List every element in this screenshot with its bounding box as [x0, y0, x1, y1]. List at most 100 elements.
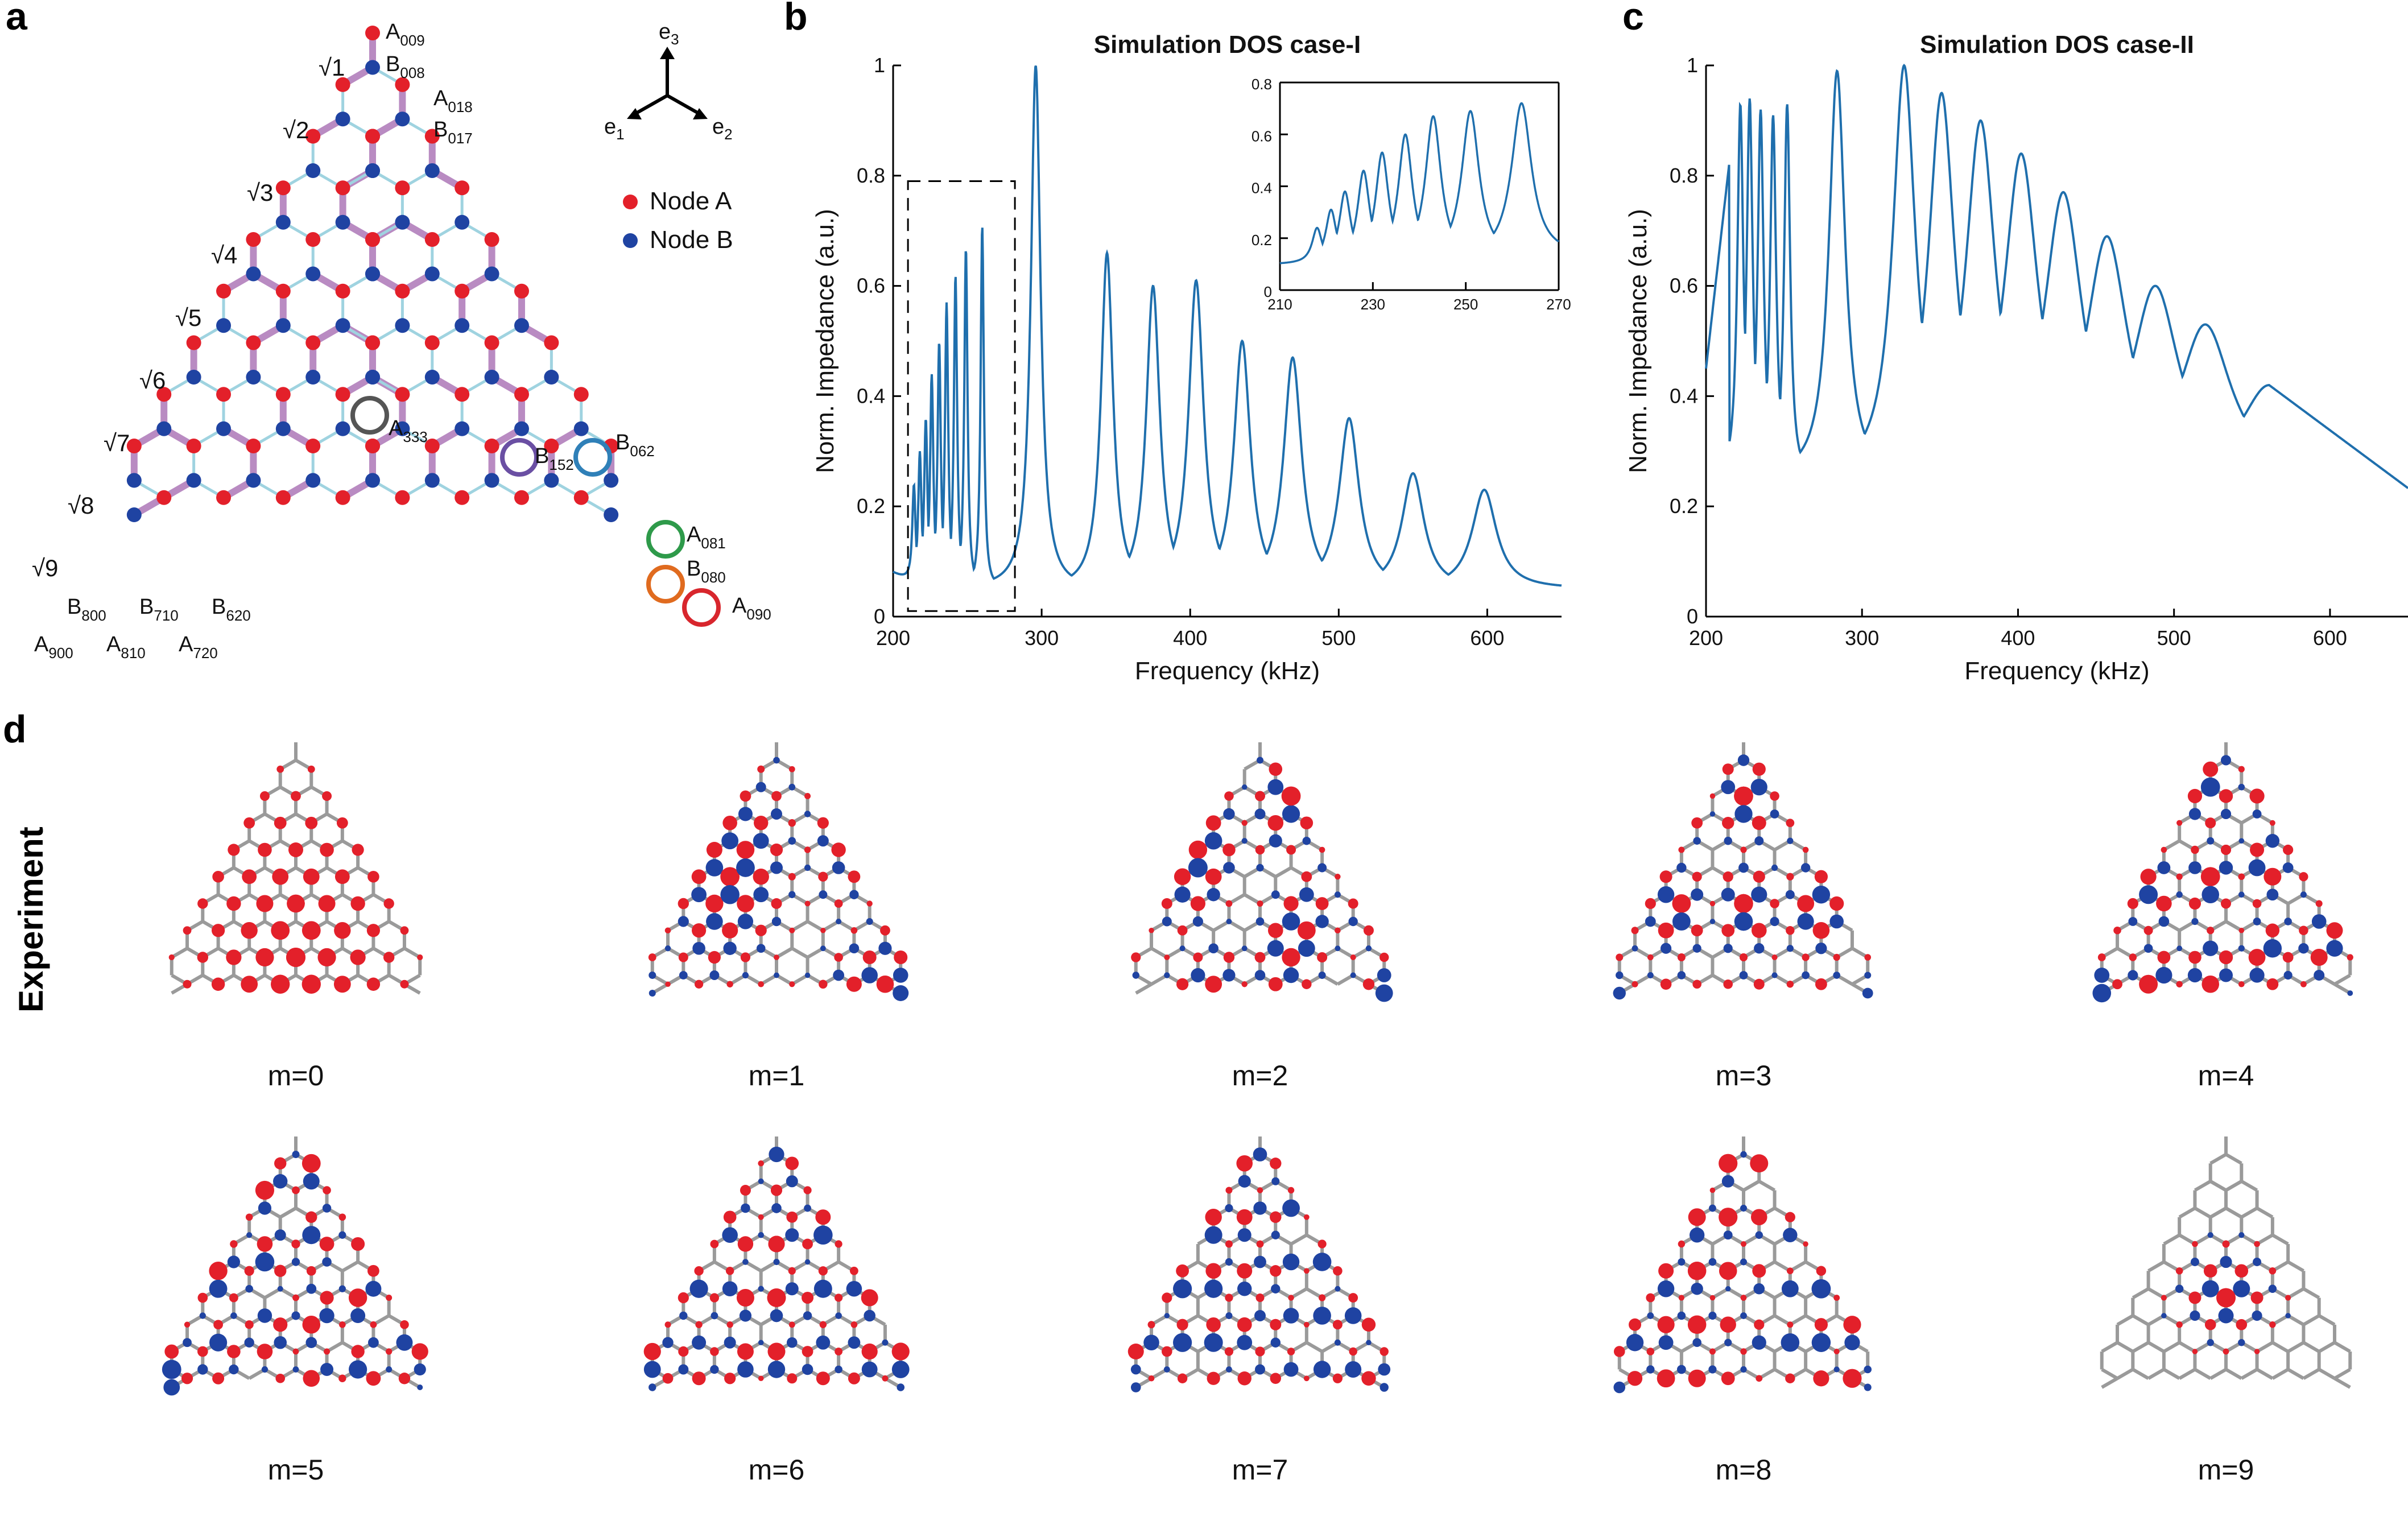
mode-node-b: [2155, 966, 2172, 984]
mode-node-a: [320, 1291, 334, 1305]
mode-node-a: [643, 1342, 661, 1361]
mode-node-b: [246, 1232, 253, 1238]
mode-node-a: [2238, 766, 2245, 772]
spectrum-line: [1279, 102, 1560, 265]
mode-node-a: [183, 980, 192, 989]
mode-node-a: [2248, 949, 2266, 966]
mode-node-a: [710, 1347, 719, 1356]
mode-node-a: [1207, 1371, 1220, 1385]
mode-bond: [791, 947, 809, 959]
mode-node-a: [287, 894, 305, 913]
mode-node-a: [1734, 894, 1753, 914]
node-b: [335, 111, 350, 127]
mode-node-a: [324, 1348, 331, 1355]
mode-node-a: [2176, 981, 2183, 987]
mode-node-a: [818, 871, 828, 882]
mode-node-b: [2175, 1284, 2184, 1293]
mode-node-a: [774, 954, 779, 960]
mode-node-a: [1753, 870, 1765, 883]
mode-node-b: [1317, 863, 1327, 873]
node-b: [365, 163, 380, 178]
mode-node-a: [383, 898, 394, 909]
mode-node-a: [2310, 949, 2328, 966]
mode-node-b: [820, 945, 826, 952]
mode-node-b: [774, 972, 779, 978]
x-tick-label: 600: [1470, 626, 1504, 650]
mode-bond: [2302, 1341, 2320, 1353]
node-b: [424, 473, 440, 488]
node-a: [424, 129, 440, 144]
mode-node-a: [303, 868, 320, 885]
mode-node-a: [1770, 899, 1779, 908]
mode-node-a: [1688, 1369, 1706, 1387]
mode-node-b: [1616, 971, 1624, 980]
mode-node-b: [229, 1364, 239, 1375]
mode-node-a: [302, 1315, 321, 1334]
mode-node-a: [319, 1237, 334, 1251]
node-label: A900: [34, 633, 73, 662]
mode-node-a: [678, 952, 688, 962]
mode-node-a: [880, 925, 890, 936]
mode-bond: [2178, 1341, 2196, 1353]
mode-bond: [2302, 1367, 2320, 1380]
node-b: [395, 421, 410, 436]
mode-bond: [2240, 1206, 2258, 1219]
mode-node-b: [1192, 916, 1203, 927]
mode-node-a: [339, 1321, 346, 1328]
mode-node-b: [758, 1231, 765, 1238]
mode-bond: [2132, 1341, 2150, 1353]
mode-node-b: [1724, 837, 1732, 845]
mode-node-a: [351, 1345, 365, 1358]
mode-node-b: [1709, 811, 1716, 817]
mode-node-a: [1658, 922, 1674, 939]
mode-node-a: [320, 842, 334, 857]
mode-bond: [2194, 1206, 2212, 1219]
mode-pattern: m=3: [1613, 742, 1873, 1092]
mode-bond: [775, 947, 793, 959]
x-axis-label: Frequency (kHz): [1964, 657, 2149, 685]
mode-pattern: m=7: [1127, 1136, 1391, 1486]
mode-bond: [2209, 1152, 2227, 1165]
mode-bond: [2225, 920, 2242, 932]
node-a: [395, 77, 410, 92]
mode-node-a: [804, 793, 811, 799]
mode-node-b: [1222, 969, 1236, 982]
mode-node-a: [1161, 898, 1172, 909]
mode-bond: [2209, 1367, 2227, 1380]
mode-node-b: [1833, 1366, 1840, 1373]
e1-label: e1: [604, 115, 625, 143]
mode-node-a: [273, 1317, 288, 1332]
mode-node-b: [1350, 972, 1356, 978]
mode-node-b: [773, 757, 780, 764]
mode-node-a: [1267, 815, 1284, 831]
mode-node-b: [1632, 945, 1638, 952]
mode-node-a: [848, 1372, 860, 1385]
mode-bond: [1166, 947, 1184, 959]
node-a: [395, 387, 410, 402]
x-tick-label: 250: [1453, 296, 1478, 313]
mode-bond: [2302, 1314, 2320, 1326]
node-b: [126, 507, 142, 522]
mode-bond: [2225, 1152, 2242, 1165]
node-a: [335, 180, 350, 196]
mode-bond: [2333, 1341, 2351, 1353]
mode-node-b: [1781, 1333, 1800, 1352]
mode-node-a: [1254, 952, 1266, 963]
mode-node-a: [1786, 873, 1794, 881]
mode-node-b: [1179, 945, 1186, 952]
mode-node-b: [756, 944, 766, 953]
mode-node-a: [789, 981, 795, 987]
mode-node-a: [1721, 924, 1735, 937]
mode-node-a: [861, 1289, 878, 1307]
mode-node-b: [322, 1204, 332, 1213]
mode-node-a: [276, 765, 284, 773]
node-b: [365, 473, 380, 488]
mode-node-b: [1751, 886, 1767, 903]
mode-node-a: [816, 1371, 830, 1386]
node-a: [484, 232, 499, 247]
node-a: [216, 283, 232, 299]
mode-node-a: [861, 1343, 878, 1360]
mode-node-b: [306, 1283, 317, 1294]
mode-node-b: [2238, 945, 2245, 952]
mode-node-b: [1786, 945, 1794, 952]
